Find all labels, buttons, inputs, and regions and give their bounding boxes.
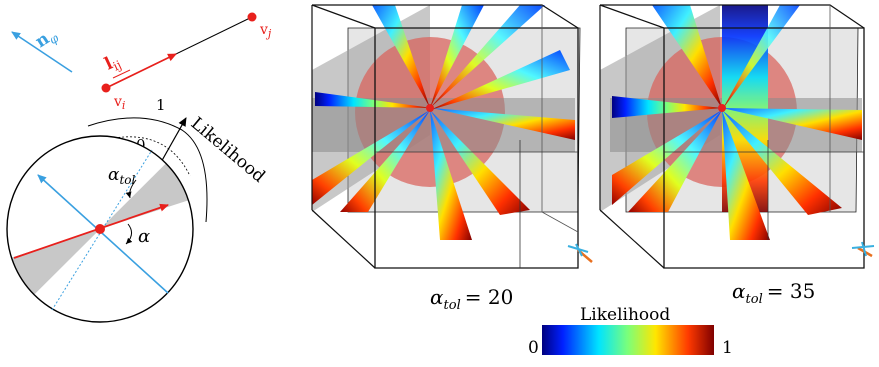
axis-one-label: 1 — [156, 96, 166, 114]
likelihood-fan-4 — [315, 92, 432, 108]
colorbar-max-label: 1 — [722, 338, 733, 358]
normal-label: nφ — [32, 24, 62, 54]
panel-2-caption: αtol = 35 — [732, 279, 815, 307]
edge-direction-arrow — [105, 53, 177, 89]
colorbar-min-label: 0 — [528, 338, 539, 358]
likelihood-fan-5 — [722, 110, 770, 240]
tolerance-angle-label: αtol — [108, 165, 136, 187]
vertex-j-label: vj — [259, 22, 272, 40]
orientation-triad-2 — [851, 241, 875, 258]
likelihood-fan-9 — [312, 110, 430, 205]
likelihood-fan-4 — [628, 110, 722, 212]
colorbar: Likelihood 0 1 — [528, 305, 733, 358]
cube-edge-bottom-left — [599, 209, 665, 269]
tolerance-sector-upper — [100, 163, 189, 229]
likelihood-fan-8 — [722, 5, 800, 110]
likelihood-axis-arrow — [159, 117, 187, 165]
edge-direction-line — [13, 203, 169, 259]
schematic-diagram: nφ lij vi vj 1 0 Likelihood αtol α — [6, 12, 272, 323]
likelihood-fan-6 — [340, 110, 430, 212]
likelihood-fan-3 — [430, 5, 545, 108]
likelihood-fan-5 — [432, 108, 575, 140]
likelihood-fan-2 — [612, 96, 722, 118]
likelihood-fan-3 — [722, 108, 862, 140]
render-panel-1: αtol = 20 — [311, 4, 593, 313]
vertex-i-label: vi — [113, 94, 125, 112]
likelihood-fan-7 — [612, 110, 722, 205]
render-panel-2: αtol = 35 — [599, 4, 875, 307]
center-vertex-1 — [426, 104, 434, 112]
likelihood-fan-10 — [430, 50, 570, 110]
tolerance-angle-arc — [125, 179, 137, 199]
orientation-triad-1 — [567, 243, 593, 263]
angle-label: α — [138, 226, 150, 247]
likelihood-fan-1 — [652, 5, 722, 108]
vertex-i — [101, 83, 111, 93]
tolerance-sector-left — [11, 229, 100, 295]
cube-front-face — [663, 27, 865, 269]
likelihood-curve — [87, 117, 208, 223]
edge-label-underline — [112, 69, 131, 79]
cube-edge-top-left — [599, 4, 665, 29]
likelihood-fan-1 — [372, 5, 430, 108]
plane-trace-dotted — [51, 149, 153, 311]
likelihood-fan-7 — [430, 110, 472, 240]
center-vertex-2 — [718, 104, 726, 112]
likelihood-fan-2 — [430, 5, 484, 108]
cube-edge-top-left — [311, 4, 376, 29]
likelihood-axis-label: Likelihood — [187, 114, 269, 187]
normal-direction-line — [37, 174, 169, 294]
cube-edge-bottom-left — [311, 209, 376, 269]
circle-center-vertex — [95, 224, 105, 234]
direction-circle-outline — [6, 135, 194, 323]
likelihood-fan-8 — [430, 110, 530, 215]
colorbar-gradient — [542, 325, 714, 355]
angle-arc — [125, 223, 133, 245]
cube-front-face — [374, 27, 579, 269]
normal-arrow — [11, 31, 73, 73]
likelihood-fan-6 — [722, 110, 842, 215]
cube-edge-back-bottom — [541, 211, 579, 233]
vertex-j — [247, 12, 257, 22]
edge-label: lij — [102, 50, 124, 76]
panel-1-caption: αtol = 20 — [430, 285, 513, 313]
colorbar-title: Likelihood — [580, 305, 670, 325]
